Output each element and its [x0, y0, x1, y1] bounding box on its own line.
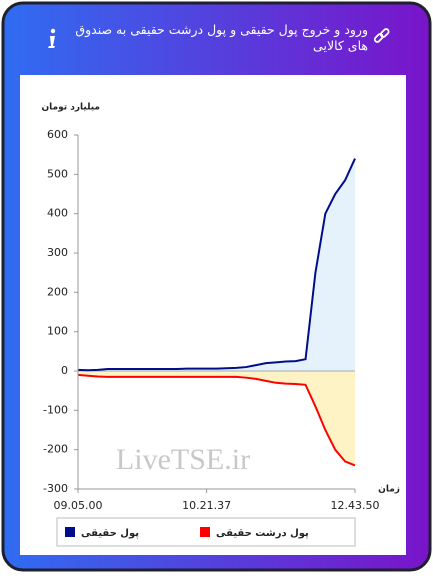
- legend-swatch: [65, 527, 75, 537]
- x-tick-label: 12.43.50: [331, 499, 380, 512]
- legend-swatch: [200, 527, 210, 537]
- x-axis-label: زمان: [378, 485, 400, 495]
- y-tick-label: 400: [47, 207, 68, 220]
- y-tick-label: 500: [47, 167, 68, 180]
- legend-label: پول حقیقی: [81, 528, 139, 539]
- area: [78, 158, 355, 371]
- y-tick-label: 100: [47, 325, 68, 338]
- legend-label: پول درشت حقیقی: [216, 528, 309, 539]
- info-icon: [48, 28, 56, 48]
- link-icon: [373, 28, 390, 43]
- y-tick-label: -300: [43, 482, 68, 495]
- y-tick-label: 600: [47, 128, 68, 141]
- watermark: LiveTSE.ir: [116, 443, 250, 476]
- y-tick-label: 300: [47, 246, 68, 259]
- y-tick-label: 0: [61, 364, 68, 377]
- area: [78, 371, 355, 466]
- y-axis-label: میلیارد تومان: [41, 103, 100, 113]
- series-line: [77, 373, 356, 467]
- x-tick-label: 09.05.00: [54, 499, 103, 512]
- y-tick-label: -100: [43, 403, 68, 416]
- x-tick-label: 10.21.37: [182, 499, 231, 512]
- title-box: ورود و خروج پول حقیقی و پول درشت حقیقی ب…: [75, 22, 368, 53]
- chart-title: ورود و خروج پول حقیقی و پول درشت حقیقی ب…: [75, 22, 368, 53]
- y-tick-label: 200: [47, 285, 68, 298]
- series-line: [77, 158, 356, 372]
- y-tick-label: -200: [43, 443, 68, 456]
